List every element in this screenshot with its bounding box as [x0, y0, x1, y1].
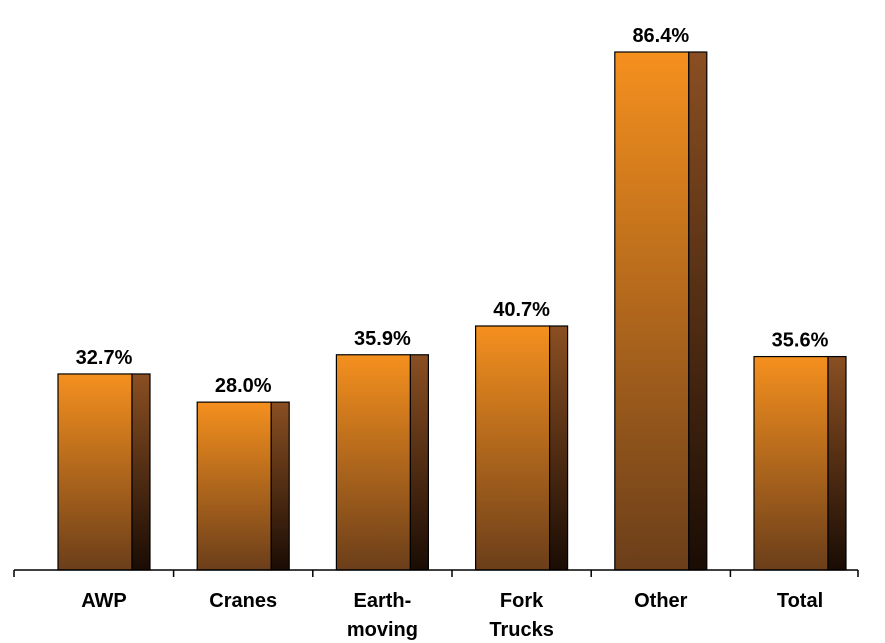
- bar-front-2: [335, 354, 411, 571]
- bar-front-5: [753, 355, 829, 571]
- x-tick-label-1: Cranes: [209, 590, 277, 612]
- bar-front-3: [475, 325, 551, 571]
- x-tick-label-line: Other: [634, 590, 688, 612]
- x-tick-label-line: Fork: [500, 590, 544, 612]
- data-label-2: 35.9%: [354, 328, 411, 350]
- x-tick-label-line: Cranes: [209, 590, 277, 612]
- data-label-3: 40.7%: [493, 299, 550, 321]
- x-tick-label-2: Earth-moving: [347, 590, 418, 641]
- x-tick-labels-group: AWP Cranes Earth-moving Fork Trucks Other Tota…: [81, 590, 823, 641]
- x-tick-label-line: AWP: [81, 590, 127, 612]
- bar-side-4: [688, 51, 708, 571]
- x-axis: [13, 569, 859, 577]
- x-tick-label-line: Trucks: [489, 619, 553, 641]
- x-tick-label-line: Earth-: [354, 590, 412, 612]
- bar-side-2: [409, 354, 429, 571]
- data-label-0: 32.7%: [76, 347, 133, 369]
- bars-group: [57, 51, 847, 571]
- data-label-1: 28.0%: [215, 375, 272, 397]
- bar-side-3: [548, 325, 569, 571]
- data-label-4: 86.4%: [632, 25, 689, 47]
- bar-side-1: [270, 401, 290, 571]
- x-tick-label-0: AWP: [81, 590, 127, 612]
- x-tick-label-5: Total: [777, 590, 823, 612]
- data-labels-group: 32.7% 28.0% 35.9% 40.7% 86.4% 35.6%: [76, 25, 829, 397]
- x-tick-label-line: Total: [777, 590, 823, 612]
- bar-front-1: [196, 401, 272, 571]
- x-tick-label-4: Other: [634, 590, 688, 612]
- bar-side-0: [131, 373, 151, 571]
- bar-side-5: [827, 355, 847, 571]
- x-tick-label-3: Fork Trucks: [489, 590, 553, 641]
- x-tick-label-line: moving: [347, 619, 418, 641]
- data-label-5: 35.6%: [772, 330, 829, 352]
- bar-front-4: [614, 51, 690, 571]
- bar-front-0: [57, 373, 133, 571]
